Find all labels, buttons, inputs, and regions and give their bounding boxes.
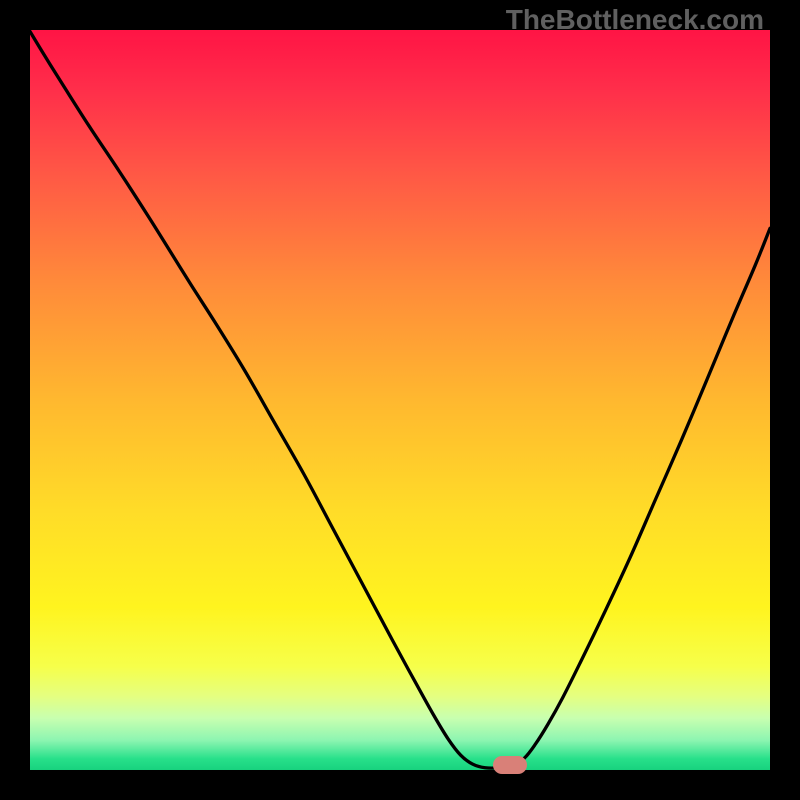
border-left [0, 0, 30, 800]
border-bottom [0, 770, 800, 800]
border-right [770, 0, 800, 800]
watermark-text: TheBottleneck.com [506, 4, 764, 36]
bottleneck-curve [30, 30, 770, 770]
optimal-marker [493, 756, 527, 774]
plot-area [30, 30, 770, 770]
curve-path [30, 31, 770, 768]
chart-canvas: TheBottleneck.com [0, 0, 800, 800]
